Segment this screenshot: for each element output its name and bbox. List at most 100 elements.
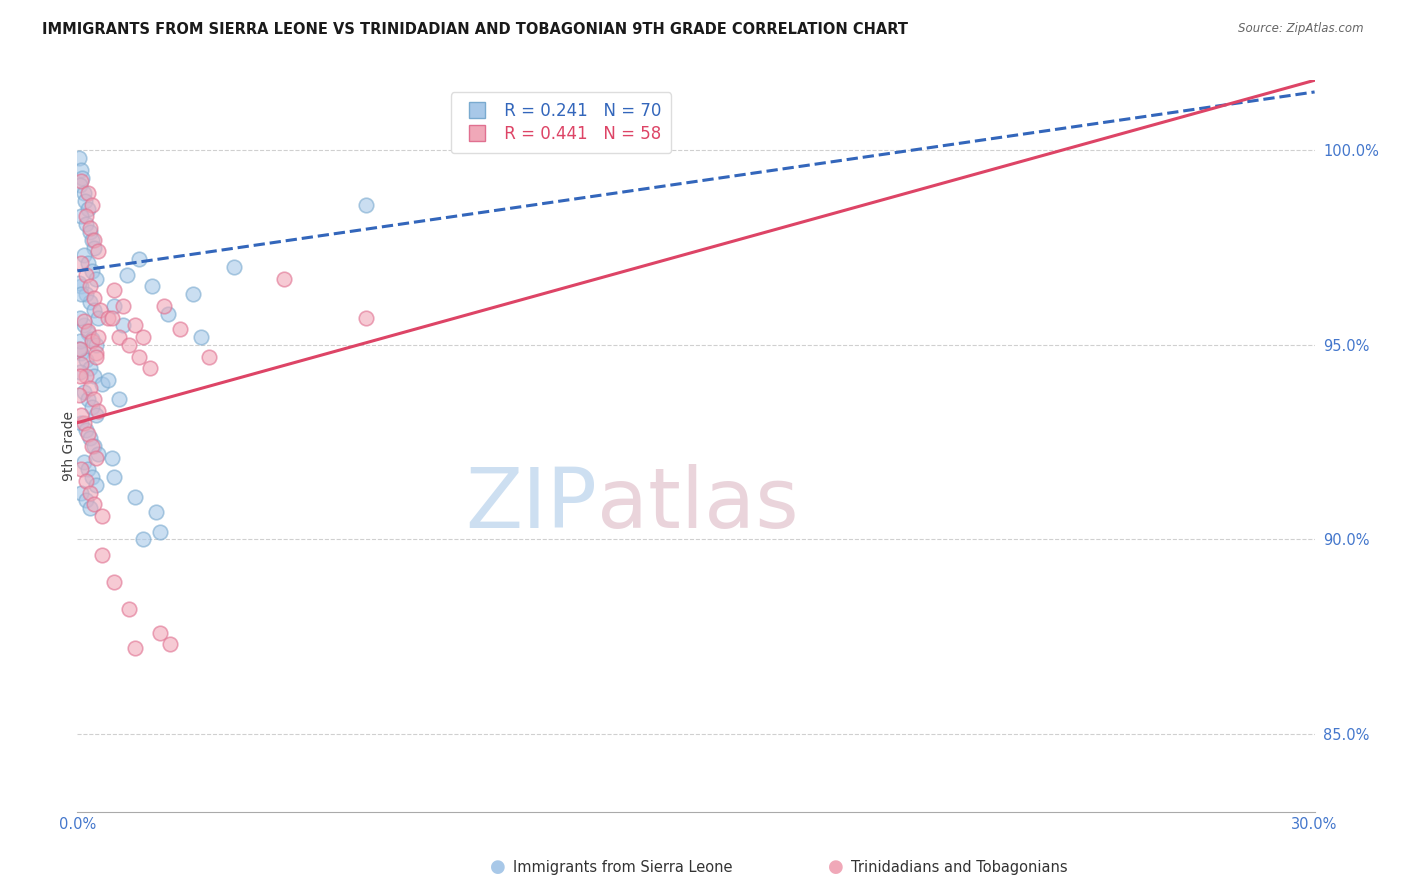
Point	[76, 427, 98, 442]
Point	[91, 376, 114, 391]
Point	[75, 493, 97, 508]
Y-axis label: 9th Grade: 9th Grade	[62, 411, 76, 481]
Point	[115, 268, 138, 282]
Point	[80, 439, 103, 453]
Point	[72, 314, 94, 328]
Point	[149, 524, 172, 539]
Point	[84, 408, 107, 422]
Point	[79, 221, 101, 235]
Point	[87, 404, 110, 418]
Point	[79, 431, 101, 445]
Text: Source: ZipAtlas.com: Source: ZipAtlas.com	[1239, 22, 1364, 36]
Point	[69, 310, 91, 325]
Point	[602, 131, 624, 145]
Point	[103, 284, 125, 298]
Point	[75, 353, 97, 368]
Point	[72, 186, 94, 200]
Point	[157, 307, 180, 321]
Point	[70, 279, 93, 293]
Point	[79, 501, 101, 516]
Point	[72, 318, 94, 333]
Point	[124, 318, 146, 333]
Point	[70, 485, 93, 500]
Text: ●: ●	[828, 858, 844, 876]
Point	[87, 244, 110, 259]
Point	[91, 548, 114, 562]
Point	[69, 342, 91, 356]
Point	[124, 641, 146, 656]
Point	[72, 454, 94, 468]
Point	[159, 637, 181, 651]
Point	[69, 162, 91, 177]
Point	[76, 202, 98, 216]
Legend:  R = 0.241   N = 70,  R = 0.441   N = 58: R = 0.241 N = 70, R = 0.441 N = 58	[451, 92, 672, 153]
Point	[97, 310, 120, 325]
Point	[84, 450, 107, 465]
Point	[149, 625, 172, 640]
Point	[118, 602, 141, 616]
Text: ●: ●	[491, 858, 506, 876]
Point	[75, 210, 97, 224]
Point	[118, 338, 141, 352]
Point	[79, 279, 101, 293]
Point	[97, 373, 120, 387]
Point	[72, 384, 94, 399]
Point	[101, 310, 124, 325]
Point	[91, 509, 114, 524]
Point	[107, 392, 129, 407]
Point	[70, 210, 93, 224]
Point	[79, 295, 101, 310]
Point	[70, 462, 93, 476]
Point	[89, 302, 111, 317]
Point	[80, 233, 103, 247]
Point	[138, 361, 160, 376]
Point	[67, 151, 90, 165]
Point	[75, 217, 97, 231]
Text: Trinidadians and Tobagonians: Trinidadians and Tobagonians	[851, 860, 1067, 874]
Point	[80, 198, 103, 212]
Point	[69, 368, 91, 383]
Point	[141, 279, 163, 293]
Point	[75, 368, 97, 383]
Point	[84, 271, 107, 285]
Point	[69, 174, 91, 188]
Point	[67, 342, 90, 356]
Point	[80, 334, 103, 348]
Point	[67, 276, 90, 290]
Point	[75, 424, 97, 438]
Point	[103, 299, 125, 313]
Point	[70, 408, 93, 422]
Point	[72, 416, 94, 430]
Text: ZIP: ZIP	[465, 464, 598, 545]
Point	[83, 233, 105, 247]
Point	[132, 533, 155, 547]
Point	[101, 450, 124, 465]
Point	[124, 490, 146, 504]
Point	[75, 474, 97, 488]
Point	[87, 447, 110, 461]
Point	[80, 332, 103, 346]
Point	[132, 330, 155, 344]
Point	[70, 256, 93, 270]
Point	[128, 350, 150, 364]
Point	[169, 322, 191, 336]
Point	[103, 470, 125, 484]
Point	[84, 338, 107, 352]
Point	[83, 497, 105, 511]
Point	[76, 324, 98, 338]
Point	[79, 381, 101, 395]
Point	[79, 225, 101, 239]
Text: Immigrants from Sierra Leone: Immigrants from Sierra Leone	[513, 860, 733, 874]
Point	[153, 299, 176, 313]
Point	[70, 287, 93, 301]
Point	[222, 260, 245, 274]
Point	[103, 575, 125, 590]
Point	[67, 388, 90, 402]
Point	[273, 271, 295, 285]
Point	[83, 302, 105, 317]
Point	[84, 350, 107, 364]
Point	[79, 361, 101, 376]
Point	[76, 392, 98, 407]
Point	[80, 400, 103, 414]
Point	[75, 287, 97, 301]
